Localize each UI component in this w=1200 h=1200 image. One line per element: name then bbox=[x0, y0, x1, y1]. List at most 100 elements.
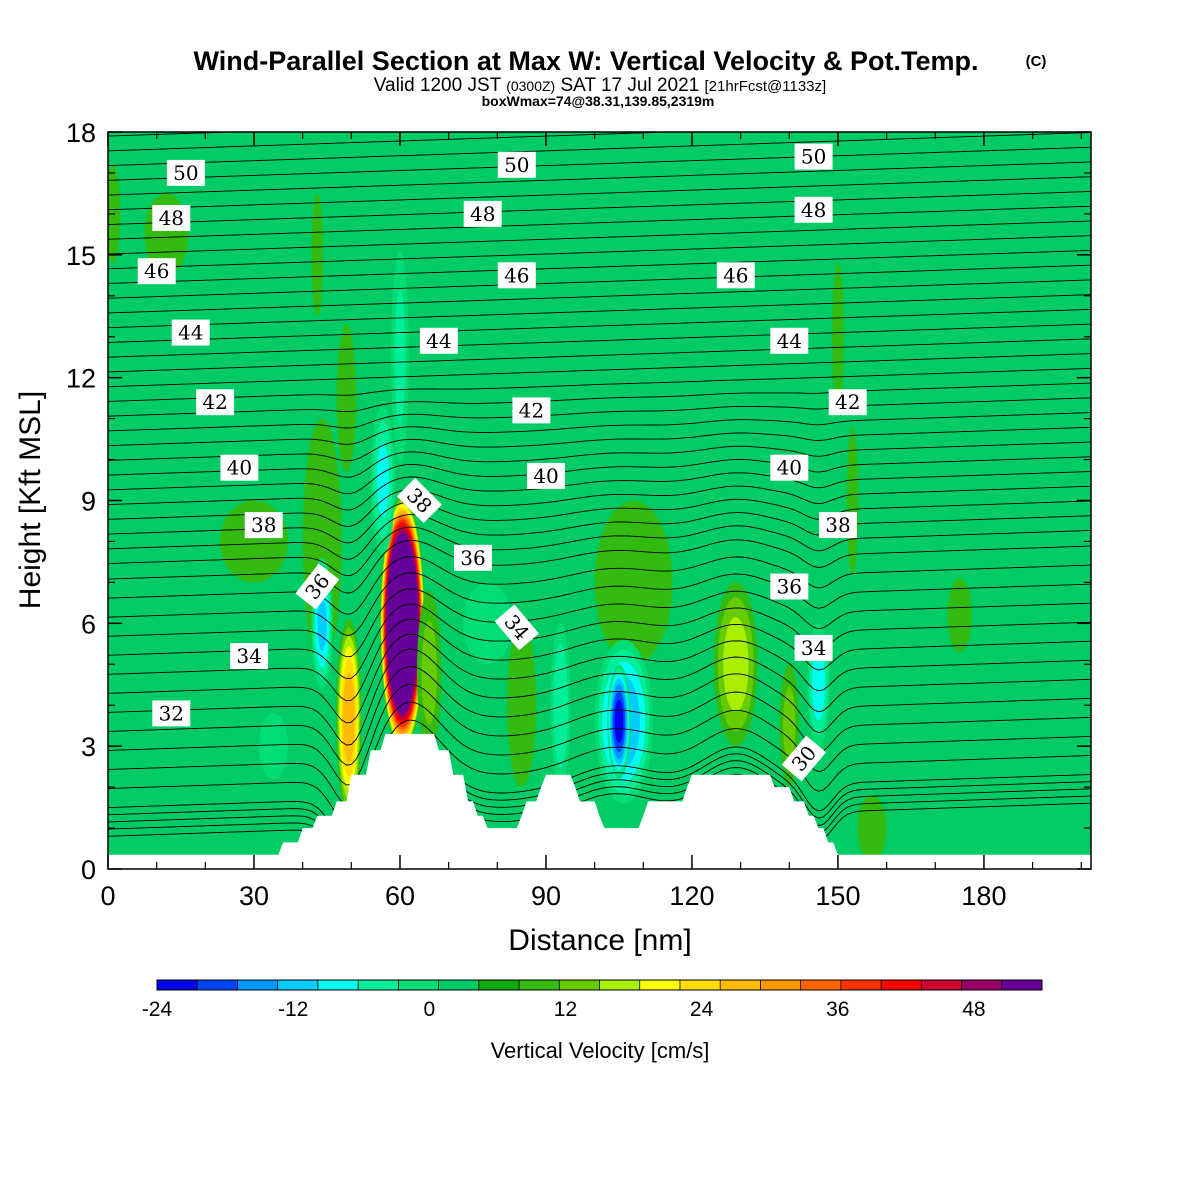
theta-label-bg bbox=[716, 262, 755, 289]
w-band bbox=[311, 193, 324, 317]
theta-label: 46 bbox=[716, 262, 755, 289]
theta-label-bg bbox=[494, 604, 539, 651]
theta-label: 46 bbox=[137, 258, 176, 285]
theta-label: 50 bbox=[166, 159, 205, 186]
theta-label: 38 bbox=[244, 512, 283, 539]
theta-label-bg bbox=[152, 700, 191, 727]
w-band bbox=[336, 324, 357, 472]
theta-contour bbox=[108, 412, 1091, 447]
theta-label-bg bbox=[527, 462, 565, 489]
theta-label-text: 44 bbox=[777, 329, 802, 353]
theta-contour bbox=[108, 751, 1091, 861]
theta-contour bbox=[108, 382, 1091, 417]
w-band bbox=[553, 643, 568, 768]
theta-contour bbox=[108, 556, 1091, 615]
theta-label: 30 bbox=[781, 735, 827, 782]
theta-label-bg bbox=[171, 319, 210, 346]
theta-contour bbox=[108, 264, 1091, 299]
theta-contour bbox=[108, 161, 1091, 196]
w-cell-9 bbox=[832, 263, 844, 411]
theta-contour bbox=[108, 757, 1091, 868]
theta-label-text: 50 bbox=[801, 145, 826, 169]
theta-label-bg bbox=[794, 196, 833, 223]
w-band bbox=[594, 500, 673, 665]
theta-contour bbox=[108, 456, 1091, 495]
theta-contour bbox=[108, 426, 1091, 462]
theta-contour bbox=[108, 512, 1091, 560]
w-cell-24 bbox=[258, 713, 289, 779]
w-cell-6 bbox=[336, 324, 357, 472]
theta-label: 36 bbox=[454, 544, 492, 571]
theta-contour bbox=[108, 471, 1091, 511]
w-band bbox=[846, 426, 859, 575]
y-tick-label: 0 bbox=[81, 855, 96, 885]
theta-label: 42 bbox=[196, 389, 235, 416]
w-cell-16 bbox=[857, 795, 887, 861]
valid-utc: (0300Z) bbox=[506, 78, 555, 94]
theta-contour bbox=[108, 701, 1091, 806]
theta-label-text: 38 bbox=[251, 513, 276, 537]
theta-label-bg bbox=[137, 258, 176, 285]
theta-contour bbox=[108, 191, 1091, 225]
potential-temperature-contours bbox=[108, 132, 1091, 869]
x-tick-label: 150 bbox=[815, 881, 860, 911]
x-axis-label: Distance [nm] bbox=[508, 924, 691, 957]
theta-contour bbox=[108, 588, 1091, 658]
colorbar-tick-label: 48 bbox=[962, 998, 985, 1021]
theta-label-bg bbox=[152, 205, 191, 231]
w-band bbox=[857, 795, 887, 861]
theta-contour bbox=[108, 132, 682, 152]
y-axis-label: Height [Kft MSL] bbox=[14, 391, 47, 609]
theta-label-bg bbox=[512, 397, 551, 424]
theta-label-bg bbox=[295, 563, 340, 610]
w-band bbox=[343, 672, 355, 763]
w-band bbox=[812, 649, 825, 721]
w-cell-12 bbox=[594, 500, 673, 665]
theta-label: 44 bbox=[171, 319, 210, 346]
theta-label-text: 44 bbox=[426, 329, 451, 353]
theta-contour bbox=[108, 279, 1091, 314]
theta-label-bg bbox=[196, 389, 235, 416]
colorbar-swatch bbox=[639, 980, 681, 990]
valid-time-line: Valid 1200 JST (0300Z) SAT 17 Jul 2021 [… bbox=[374, 75, 826, 96]
w-cell-0 bbox=[380, 496, 425, 751]
colorbar-label: Vertical Velocity [cm/s] bbox=[491, 1038, 710, 1063]
theta-contour bbox=[108, 719, 1091, 826]
theta-label-bg bbox=[794, 634, 833, 661]
theta-contour bbox=[108, 353, 1091, 388]
theta-label-bg bbox=[463, 200, 502, 227]
w-band bbox=[258, 713, 289, 779]
w-band bbox=[832, 263, 844, 411]
w-band bbox=[317, 595, 327, 652]
theta-label-text: 42 bbox=[835, 390, 860, 414]
colorbar-swatch bbox=[921, 980, 962, 990]
colorbar: -24 -12 0 12 24 36 48 bbox=[142, 979, 1043, 1021]
theta-label-bg bbox=[781, 735, 827, 782]
theta-label: 48 bbox=[794, 196, 833, 223]
y-tick-label: 12 bbox=[66, 364, 96, 394]
theta-label-bg bbox=[230, 643, 269, 670]
colorbar-tick-label: 36 bbox=[826, 998, 849, 1021]
theta-label-bg bbox=[419, 327, 458, 354]
theta-label-text: 46 bbox=[723, 263, 748, 287]
theta-label: 44 bbox=[419, 327, 458, 354]
colorbar-tick-label: 0 bbox=[423, 998, 435, 1021]
x-tick-label: 90 bbox=[531, 881, 561, 911]
theta-contour bbox=[108, 308, 1091, 343]
theta-contour bbox=[108, 367, 1091, 402]
colorbar-swatch bbox=[358, 980, 399, 990]
theta-contour bbox=[108, 441, 1091, 478]
theta-contour bbox=[108, 633, 1091, 724]
theta-label-bg bbox=[770, 454, 809, 481]
theta-label-text: 40 bbox=[227, 456, 252, 480]
theta-label-text: 44 bbox=[178, 321, 203, 345]
theta-contour bbox=[108, 618, 1091, 702]
theta-contour bbox=[108, 323, 1091, 358]
theta-label-bg bbox=[396, 477, 443, 524]
theta-label-text: 38 bbox=[825, 513, 850, 537]
theta-label-text: 50 bbox=[504, 153, 529, 177]
theta-label: 42 bbox=[512, 397, 551, 424]
theta-label: 38 bbox=[819, 512, 857, 539]
w-band bbox=[947, 578, 972, 652]
colorbar-swatch bbox=[519, 980, 560, 990]
